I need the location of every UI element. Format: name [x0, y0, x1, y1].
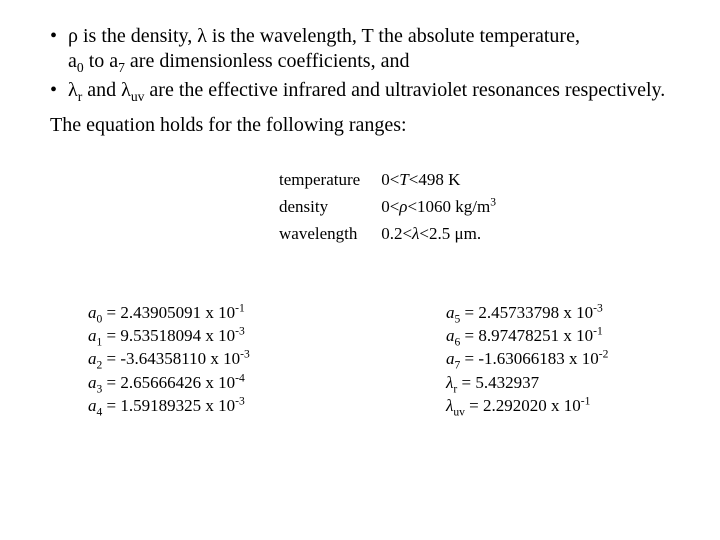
coeff-left: a0 = 2.43905091 x 10-1 [88, 301, 336, 324]
range-expr: 0.2<λ<2.5 μm. [380, 222, 497, 247]
bullet-item-1: ρ is the density, λ is the wavelength, T… [46, 24, 674, 74]
coeff-right: λuv = 2.292020 x 10-1 [336, 394, 608, 417]
coeff-right: a5 = 2.45733798 x 10-3 [336, 301, 608, 324]
slide: ρ is the density, λ is the wavelength, T… [0, 0, 720, 540]
coeff-row: a2 = -3.64358110 x 10-3a7 = -1.63066183 … [88, 347, 608, 370]
ranges-table: temperature0<T<498 Kdensity0<ρ<1060 kg/m… [276, 166, 499, 249]
range-label: density [278, 195, 378, 220]
ranges-row: density0<ρ<1060 kg/m3 [278, 195, 497, 220]
bullet1-sub0: 0 [77, 60, 84, 75]
coeff-left: a2 = -3.64358110 x 10-3 [88, 347, 336, 370]
coeff-right: λr = 5.432937 [336, 371, 608, 394]
coeff-row: a4 = 1.59189325 x 10-3λuv = 2.292020 x 1… [88, 394, 608, 417]
bullet2-a: λ [68, 79, 78, 101]
ranges-block: temperature0<T<498 Kdensity0<ρ<1060 kg/m… [276, 166, 674, 249]
bullet1-sub7: 7 [118, 60, 125, 75]
bullet1-line1: ρ is the density, λ is the wavelength, T… [68, 25, 580, 47]
ranges-row: temperature0<T<498 K [278, 168, 497, 193]
ranges-row: wavelength0.2<λ<2.5 μm. [278, 222, 497, 247]
bullet2-sub-uv: uv [131, 89, 145, 104]
bullet1-line2-b: to a [84, 50, 118, 72]
coeff-left: a4 = 1.59189325 x 10-3 [88, 394, 336, 417]
bullet2-c: are the effective infrared and ultraviol… [144, 79, 665, 101]
coeff-row: a3 = 2.65666426 x 10-4λr = 5.432937 [88, 371, 608, 394]
body-text: The equation holds for the following ran… [50, 113, 674, 138]
coeff-left: a3 = 2.65666426 x 10-4 [88, 371, 336, 394]
coefficients-block: a0 = 2.43905091 x 10-1a5 = 2.45733798 x … [88, 301, 674, 417]
bullet-list: ρ is the density, λ is the wavelength, T… [46, 24, 674, 103]
coeff-right: a7 = -1.63066183 x 10-2 [336, 347, 608, 370]
range-label: wavelength [278, 222, 378, 247]
bullet2-b: and λ [82, 79, 131, 101]
bullet1-line2-c: are dimensionless coefficients, and [125, 50, 410, 72]
coeff-row: a1 = 9.53518094 x 10-3a6 = 8.97478251 x … [88, 324, 608, 347]
bullet1-line2-a: a [68, 50, 77, 72]
range-expr: 0<T<498 K [380, 168, 497, 193]
coeff-right: a6 = 8.97478251 x 10-1 [336, 324, 608, 347]
range-label: temperature [278, 168, 378, 193]
coefficients-table: a0 = 2.43905091 x 10-1a5 = 2.45733798 x … [88, 301, 608, 417]
range-expr: 0<ρ<1060 kg/m3 [380, 195, 497, 220]
coeff-row: a0 = 2.43905091 x 10-1a5 = 2.45733798 x … [88, 301, 608, 324]
bullet-item-2: λr and λuv are the effective infrared an… [46, 78, 674, 103]
coeff-left: a1 = 9.53518094 x 10-3 [88, 324, 336, 347]
